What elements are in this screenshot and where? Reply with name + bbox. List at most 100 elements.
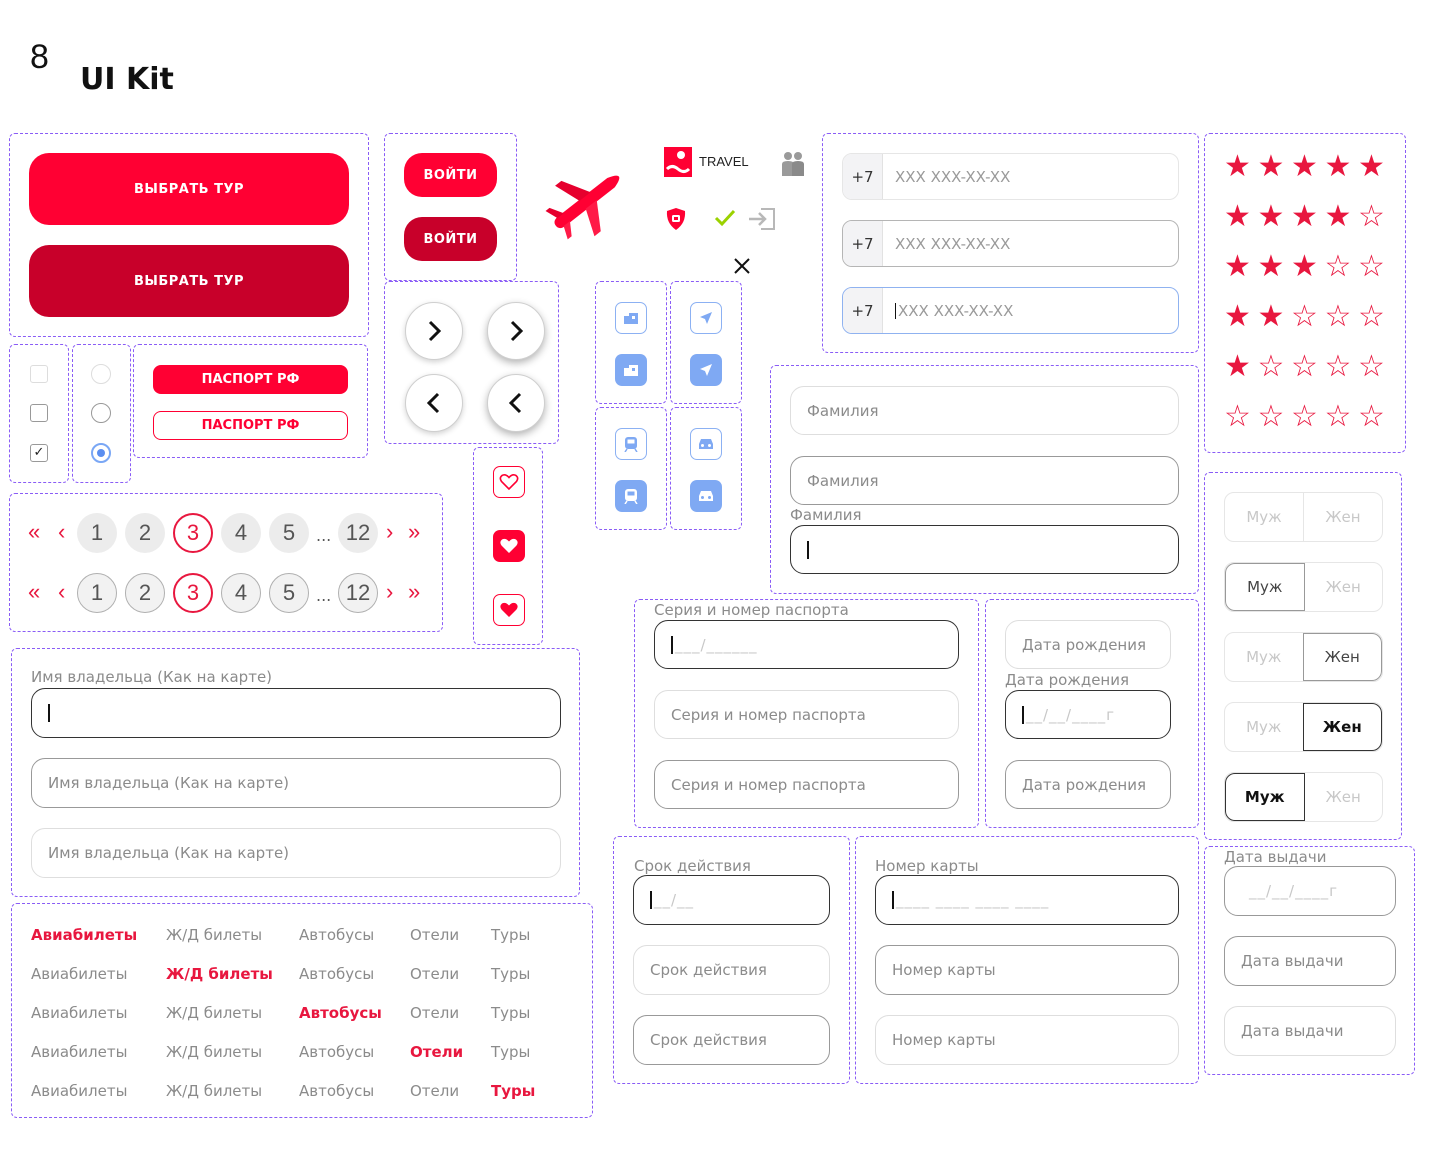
checkbox-checked[interactable]: ✓ — [30, 444, 48, 462]
pagination-last[interactable]: » — [408, 519, 421, 544]
star-filled-icon[interactable]: ★ — [1291, 199, 1318, 234]
star-filled-icon[interactable]: ★ — [1224, 349, 1251, 384]
gender-toggle-male-hover[interactable]: Муж Жен — [1224, 562, 1383, 612]
pagination-page[interactable]: 5 — [269, 573, 309, 613]
star-empty-icon[interactable]: ☆ — [1291, 349, 1318, 384]
train-category-outline[interactable] — [615, 428, 647, 460]
gender-female[interactable]: Жен — [1325, 508, 1361, 526]
star-empty-icon[interactable]: ☆ — [1324, 249, 1352, 284]
favorite-button-outline[interactable] — [493, 466, 525, 498]
tab-avia[interactable]: Авиабилеты — [31, 926, 138, 944]
card-holder-input-focused[interactable] — [31, 688, 561, 738]
birth-date-input-focused[interactable]: __/__/____г — [1005, 690, 1171, 739]
train-category-filled[interactable] — [615, 480, 647, 512]
gender-toggle-default[interactable]: Муж Жен — [1224, 492, 1383, 542]
gender-male[interactable]: Муж — [1225, 563, 1305, 611]
star-filled-icon[interactable]: ★ — [1358, 149, 1385, 184]
radio-hover[interactable] — [91, 403, 111, 423]
choose-tour-button[interactable]: ВЫБРАТЬ ТУР — [29, 153, 349, 225]
star-empty-icon[interactable]: ☆ — [1324, 349, 1352, 384]
tab-bus[interactable]: Автобусы — [299, 1082, 375, 1100]
tab-bus[interactable]: Автобусы — [299, 965, 375, 983]
pagination-page-current[interactable]: 3 — [173, 513, 213, 553]
rating-5[interactable]: ★ ★ ★ ★ ★ — [1224, 152, 1392, 182]
tab-train[interactable]: Ж/Д билеты — [166, 1004, 263, 1022]
rating-0[interactable]: ☆ ☆ ☆ ☆ ☆ — [1224, 402, 1392, 432]
issue-date-input-focused[interactable]: __/__/____г — [1224, 866, 1396, 916]
star-empty-icon[interactable]: ☆ — [1257, 349, 1285, 384]
next-button[interactable] — [405, 302, 463, 360]
pagination-first[interactable]: « — [28, 579, 41, 604]
passport-series-input-hover[interactable]: Серия и номер паспорта — [654, 690, 959, 739]
star-empty-icon[interactable]: ☆ — [1358, 349, 1385, 384]
tab-hotels[interactable]: Отели — [410, 1082, 460, 1100]
flight-category-outline[interactable] — [690, 302, 722, 334]
tab-hotels[interactable]: Отели — [410, 1043, 464, 1061]
birth-date-input[interactable]: Дата рождения — [1005, 620, 1171, 669]
star-empty-icon[interactable]: ☆ — [1358, 199, 1385, 234]
tab-hotels[interactable]: Отели — [410, 1004, 460, 1022]
checkbox-default[interactable] — [30, 365, 48, 383]
pagination-page[interactable]: 2 — [125, 513, 165, 553]
passport-series-input[interactable]: Серия и номер паспорта — [654, 760, 959, 809]
pagination-page[interactable]: 4 — [221, 513, 261, 553]
gender-female[interactable]: Жен — [1302, 703, 1382, 751]
hotel-category-filled[interactable] — [615, 354, 647, 386]
tab-avia[interactable]: Авиабилеты — [31, 1082, 128, 1100]
gender-toggle-female-selected[interactable]: Муж Жен — [1224, 702, 1383, 752]
tab-bus[interactable]: Автобусы — [299, 926, 375, 944]
star-filled-icon[interactable]: ★ — [1224, 249, 1251, 284]
star-empty-icon[interactable]: ☆ — [1324, 399, 1352, 434]
surname-input[interactable]: Фамилия — [790, 386, 1179, 435]
passport-series-input-focused[interactable]: ___/______ — [654, 620, 959, 669]
star-empty-icon[interactable]: ☆ — [1358, 399, 1385, 434]
star-filled-icon[interactable]: ★ — [1257, 249, 1285, 284]
gender-male[interactable]: Муж — [1225, 773, 1305, 821]
star-empty-icon[interactable]: ☆ — [1257, 399, 1285, 434]
pagination-page[interactable]: 5 — [269, 513, 309, 553]
card-holder-input[interactable]: Имя владельца (Как на карте) — [31, 828, 561, 878]
issue-date-input-hover[interactable]: Дата выдачи — [1224, 936, 1396, 986]
star-empty-icon[interactable]: ☆ — [1224, 399, 1251, 434]
car-category-outline[interactable] — [690, 428, 722, 460]
checkbox-hover[interactable] — [30, 404, 48, 422]
expiry-input-hover[interactable]: Срок действия — [633, 1015, 830, 1065]
birth-date-input-hover[interactable]: Дата рождения — [1005, 760, 1171, 809]
login-button-pressed[interactable]: ВОЙТИ — [404, 217, 497, 261]
tab-tours[interactable]: Туры — [491, 965, 531, 983]
star-filled-icon[interactable]: ★ — [1291, 149, 1318, 184]
star-filled-icon[interactable]: ★ — [1257, 299, 1285, 334]
gender-male[interactable]: Муж — [1246, 718, 1282, 736]
surname-input-hover[interactable]: Фамилия — [790, 456, 1179, 505]
rating-2[interactable]: ★ ★ ☆ ☆ ☆ — [1224, 302, 1392, 332]
rating-3[interactable]: ★ ★ ★ ☆ ☆ — [1224, 252, 1392, 282]
issue-date-input[interactable]: Дата выдачи — [1224, 1006, 1396, 1056]
star-filled-icon[interactable]: ★ — [1324, 149, 1352, 184]
radio-default[interactable] — [91, 364, 111, 384]
pagination-page[interactable]: 12 — [338, 573, 378, 613]
expiry-input-focused[interactable]: __/__ — [633, 875, 830, 925]
gender-toggle-female-hover[interactable]: Муж Жен — [1224, 632, 1383, 682]
flight-category-filled[interactable] — [690, 354, 722, 386]
gender-female[interactable]: Жен — [1325, 578, 1361, 596]
passport-button-filled[interactable]: ПАСПОРТ РФ — [153, 365, 348, 394]
pagination-page[interactable]: 12 — [338, 513, 378, 553]
tab-avia[interactable]: Авиабилеты — [31, 1004, 128, 1022]
pagination-page[interactable]: 1 — [77, 513, 117, 553]
star-filled-icon[interactable]: ★ — [1224, 299, 1251, 334]
gender-toggle-male-selected[interactable]: Муж Жен — [1224, 772, 1383, 822]
tab-bus[interactable]: Автобусы — [299, 1043, 375, 1061]
gender-female[interactable]: Жен — [1302, 633, 1382, 681]
pagination-page[interactable]: 1 — [77, 573, 117, 613]
choose-tour-button-pressed[interactable]: ВЫБРАТЬ ТУР — [29, 245, 349, 317]
pagination-prev[interactable]: ‹ — [58, 519, 66, 544]
pagination-page-current[interactable]: 3 — [173, 573, 213, 613]
star-filled-icon[interactable]: ★ — [1257, 199, 1285, 234]
tab-bus[interactable]: Автобусы — [299, 1004, 382, 1022]
tab-hotels[interactable]: Отели — [410, 965, 460, 983]
tab-tours[interactable]: Туры — [491, 926, 531, 944]
star-filled-icon[interactable]: ★ — [1224, 149, 1251, 184]
pagination-prev[interactable]: ‹ — [58, 579, 66, 604]
tab-tours[interactable]: Туры — [491, 1004, 531, 1022]
expiry-input[interactable]: Срок действия — [633, 945, 830, 995]
